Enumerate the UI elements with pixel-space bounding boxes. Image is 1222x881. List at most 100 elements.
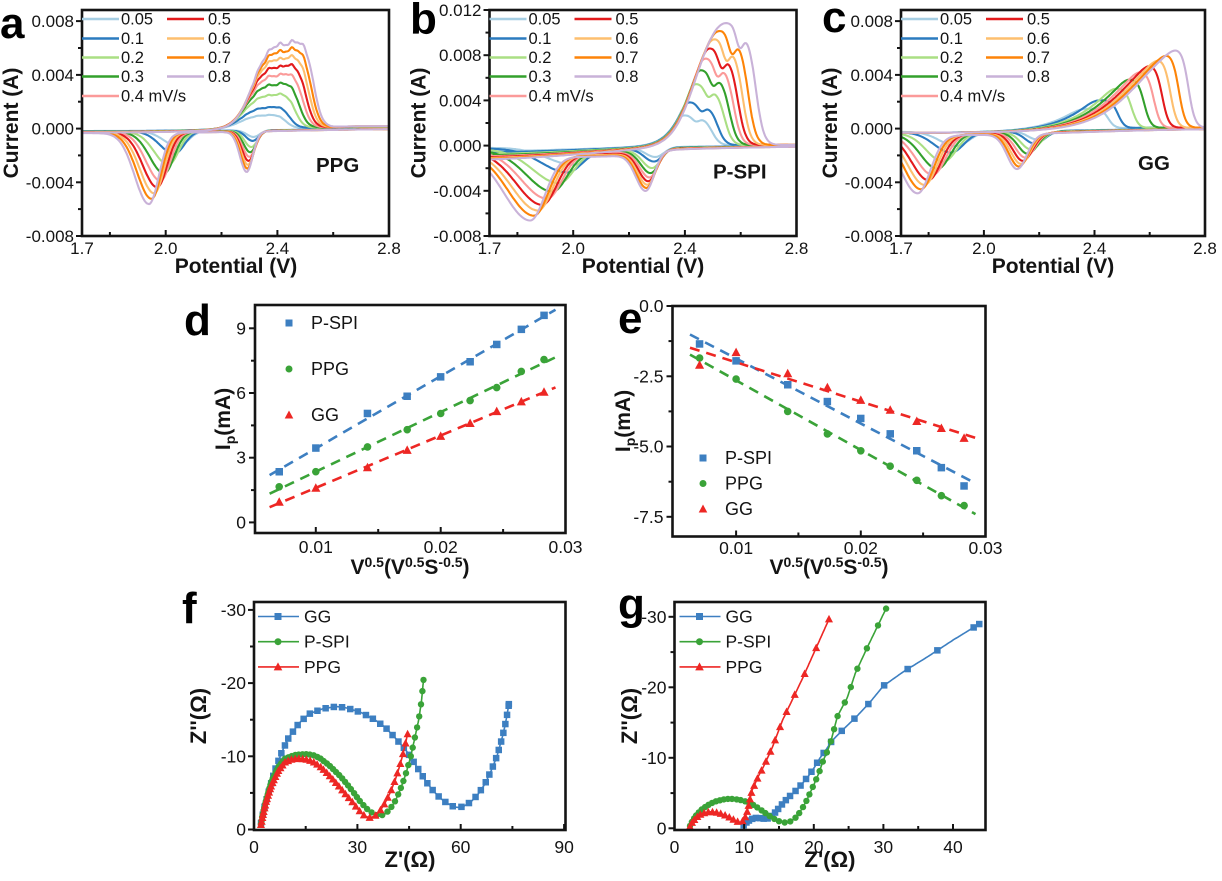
svg-text:2.0: 2.0 [972, 239, 996, 258]
svg-text:a: a [0, 0, 25, 48]
svg-text:PPG: PPG [311, 359, 349, 379]
svg-text:PPG: PPG [304, 657, 341, 677]
svg-text:1.7: 1.7 [70, 239, 94, 258]
svg-text:-5.0: -5.0 [633, 437, 663, 457]
svg-text:0.6: 0.6 [616, 30, 639, 48]
svg-text:0.2: 0.2 [121, 49, 144, 67]
svg-text:-10: -10 [221, 746, 247, 766]
svg-text:Current (A): Current (A) [408, 68, 431, 179]
svg-text:-0.008: -0.008 [26, 227, 74, 246]
svg-text:GG: GG [304, 607, 331, 627]
svg-text:-0.004: -0.004 [433, 182, 481, 201]
svg-text:-20: -20 [221, 673, 247, 693]
svg-text:0.02: 0.02 [424, 537, 458, 557]
svg-text:0.6: 0.6 [208, 30, 231, 48]
svg-text:0.008: 0.008 [439, 46, 482, 65]
svg-text:0.03: 0.03 [968, 538, 1002, 558]
svg-text:PPG: PPG [726, 657, 763, 677]
svg-text:Potential (V): Potential (V) [582, 255, 705, 278]
svg-text:2.0: 2.0 [561, 239, 585, 258]
svg-text:d: d [184, 296, 211, 345]
svg-text:e: e [618, 294, 642, 343]
svg-text:0.7: 0.7 [208, 49, 231, 67]
svg-text:0.1: 0.1 [940, 30, 963, 48]
svg-text:0.000: 0.000 [31, 120, 74, 139]
svg-text:0.3: 0.3 [940, 68, 963, 86]
svg-text:-2.5: -2.5 [633, 366, 663, 386]
svg-text:PPG: PPG [725, 474, 763, 494]
svg-text:30: 30 [348, 837, 368, 857]
svg-text:0.7: 0.7 [1027, 49, 1050, 67]
svg-text:0.0: 0.0 [639, 296, 664, 316]
svg-text:-0.004: -0.004 [26, 173, 74, 192]
svg-text:PPG: PPG [316, 154, 359, 177]
svg-text:0.8: 0.8 [616, 68, 639, 86]
svg-text:0.03: 0.03 [548, 537, 582, 557]
svg-text:0.012: 0.012 [439, 1, 482, 20]
svg-text:Ip(mA): Ip(mA) [212, 388, 238, 450]
svg-text:6: 6 [236, 383, 246, 403]
svg-text:2.4: 2.4 [673, 239, 697, 258]
svg-text:-10: -10 [641, 748, 667, 768]
svg-text:2.8: 2.8 [377, 239, 401, 258]
svg-text:0.004: 0.004 [439, 91, 482, 110]
svg-text:-0.004: -0.004 [845, 173, 893, 192]
svg-text:0.8: 0.8 [1027, 68, 1050, 86]
svg-text:GG: GG [725, 499, 753, 519]
svg-text:-30: -30 [641, 607, 667, 627]
svg-text:Z''(Ω): Z''(Ω) [186, 688, 211, 744]
svg-text:0.004: 0.004 [31, 66, 74, 85]
svg-text:P-SPI: P-SPI [311, 313, 358, 333]
svg-text:1.7: 1.7 [478, 239, 502, 258]
svg-text:0.2: 0.2 [940, 49, 963, 67]
svg-text:b: b [410, 0, 437, 44]
svg-text:1.7: 1.7 [889, 239, 913, 258]
svg-text:GG: GG [726, 607, 753, 627]
svg-text:2.8: 2.8 [785, 239, 809, 258]
svg-text:0: 0 [249, 837, 259, 857]
svg-text:0.6: 0.6 [1027, 30, 1050, 48]
svg-text:-30: -30 [221, 600, 247, 620]
svg-text:-0.008: -0.008 [433, 227, 481, 246]
svg-text:Z''(Ω): Z''(Ω) [617, 688, 642, 744]
svg-text:9: 9 [236, 318, 246, 338]
svg-text:0.1: 0.1 [529, 30, 552, 48]
svg-text:Potential (V): Potential (V) [992, 255, 1115, 278]
svg-text:0.000: 0.000 [850, 120, 893, 139]
svg-text:Current (A): Current (A) [819, 68, 842, 179]
svg-text:0.000: 0.000 [439, 137, 482, 156]
svg-text:0: 0 [657, 818, 667, 838]
svg-text:90: 90 [554, 837, 574, 857]
svg-text:0.05: 0.05 [940, 11, 972, 29]
svg-text:0.4 mV/s: 0.4 mV/s [529, 88, 594, 106]
svg-text:2.4: 2.4 [266, 239, 290, 258]
svg-text:GG: GG [1138, 152, 1170, 175]
svg-text:Z'(Ω): Z'(Ω) [805, 847, 856, 872]
svg-text:0.7: 0.7 [616, 49, 639, 67]
svg-text:0.02: 0.02 [844, 538, 878, 558]
svg-text:f: f [182, 584, 197, 633]
svg-text:-0.008: -0.008 [845, 227, 893, 246]
svg-text:0.1: 0.1 [121, 30, 144, 48]
svg-text:0.008: 0.008 [31, 12, 74, 31]
svg-text:0.5: 0.5 [1027, 11, 1050, 29]
svg-text:20: 20 [804, 837, 824, 857]
svg-text:P-SPI: P-SPI [726, 632, 772, 652]
svg-text:Current (A): Current (A) [0, 68, 23, 179]
svg-text:Z'(Ω): Z'(Ω) [385, 847, 436, 872]
svg-text:-20: -20 [641, 677, 667, 697]
svg-text:0.3: 0.3 [529, 68, 552, 86]
svg-text:-7.5: -7.5 [633, 507, 663, 527]
svg-text:0.4 mV/s: 0.4 mV/s [940, 88, 1005, 106]
svg-text:0.004: 0.004 [850, 66, 893, 85]
svg-text:0: 0 [670, 837, 680, 857]
svg-text:0.5: 0.5 [208, 11, 231, 29]
svg-text:c: c [822, 0, 846, 42]
svg-text:0.2: 0.2 [529, 49, 552, 67]
svg-text:2.8: 2.8 [1193, 239, 1217, 258]
svg-text:0.01: 0.01 [299, 537, 333, 557]
svg-text:P-SPI: P-SPI [725, 448, 772, 468]
svg-text:0.3: 0.3 [121, 68, 144, 86]
svg-text:2.0: 2.0 [154, 239, 178, 258]
svg-text:40: 40 [943, 837, 963, 857]
